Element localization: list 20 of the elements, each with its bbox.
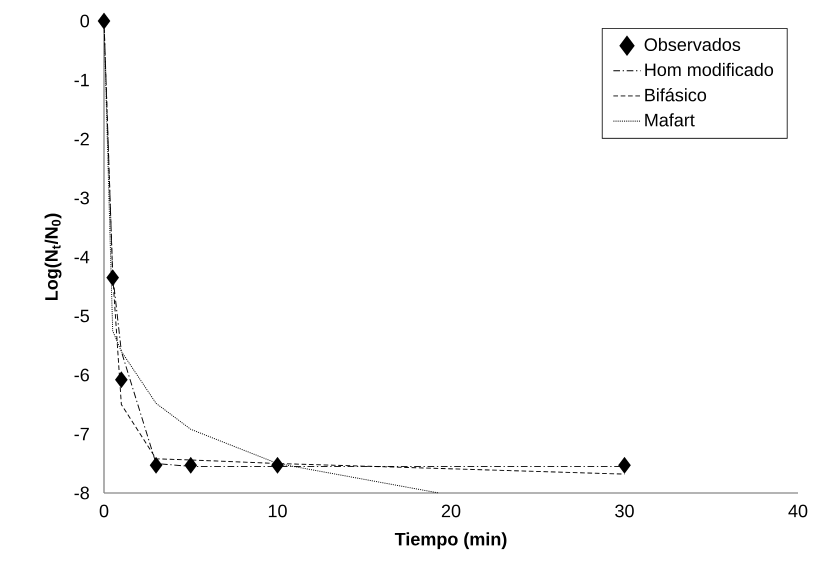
- legend-label: Mafart: [645, 113, 695, 126]
- x-tick-label: 40: [788, 504, 808, 518]
- y-tick-label: -3: [74, 192, 89, 204]
- y-axis-title: Log(N$_{t}$/N$_{0}$): [44, 214, 62, 300]
- y-tick-label: -5: [74, 310, 89, 322]
- y-tick-label: -8: [74, 486, 89, 500]
- legend-label: Observados: [644, 38, 740, 52]
- x-tick-label: 30: [615, 504, 634, 518]
- y-tick-label: -4: [74, 250, 90, 264]
- y-tick-label: 0: [80, 14, 90, 28]
- x-axis-title: Tiempo (min): [394, 532, 506, 550]
- legend-label: Bifásico: [645, 88, 706, 102]
- x-tick-label: 10: [268, 504, 287, 518]
- y-tick-label: -2: [74, 132, 89, 146]
- legend-label: Hom modificado: [645, 62, 774, 76]
- y-tick-label: -1: [74, 74, 89, 86]
- y-tick-label: -7: [74, 428, 89, 440]
- x-tick-label: 20: [442, 504, 460, 518]
- y-tick-label: -6: [74, 368, 89, 382]
- x-tick-label: 0: [100, 504, 108, 518]
